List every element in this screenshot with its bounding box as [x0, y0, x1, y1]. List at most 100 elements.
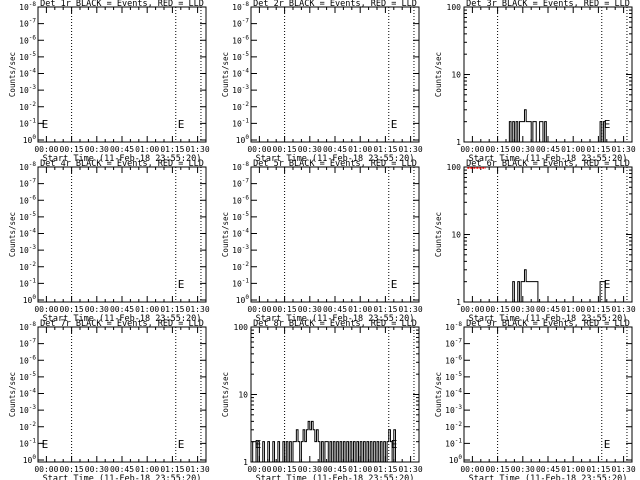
x-tick-label: 01:15 — [160, 305, 184, 314]
y-tick-label: 10-5 — [19, 371, 36, 382]
y-tick-label: 100 — [23, 134, 37, 145]
x-tick-label: 00:15 — [486, 145, 510, 154]
y-tick-label: 10-5 — [232, 51, 249, 62]
y-tick-label: 10-3 — [19, 244, 36, 255]
panel-title: Det 8r BLACK = Events, RED = LLD — [253, 319, 417, 329]
y-tick-label: 10-1 — [19, 437, 36, 448]
y-tick-label: 10-4 — [19, 388, 36, 399]
y-tick-label: 10-4 — [232, 228, 249, 239]
y-tick-label: 10-2 — [232, 101, 249, 112]
y-tick-label: 10-3 — [445, 404, 462, 415]
event-marker-label: E — [604, 438, 611, 451]
event-marker-label: E — [391, 118, 398, 131]
x-tick-label: 00:45 — [536, 305, 560, 314]
y-tick-label: 10-7 — [19, 18, 36, 29]
x-tick-label: 01:15 — [586, 465, 610, 474]
y-tick-label: 10-8 — [445, 321, 462, 332]
y-tick-label: 10-7 — [232, 18, 249, 29]
x-axis-label: Start Time (11-Feb-18 23:55:20) — [469, 154, 628, 164]
y-tick-label: 10-8 — [19, 321, 36, 332]
x-tick-label: 00:15 — [60, 305, 84, 314]
x-tick-label: 00:30 — [298, 465, 322, 474]
x-tick-label: 00:00 — [34, 305, 58, 314]
y-tick-label: 10-6 — [232, 194, 249, 205]
panel-title: Det 1r BLACK = Events, RED = LLD — [40, 0, 204, 9]
y-tick-label: 10-6 — [232, 34, 249, 45]
x-tick-label: 00:15 — [273, 145, 297, 154]
x-axis-label: Start Time (11-Feb-18 23:55:20) — [256, 154, 415, 164]
x-tick-label: 00:15 — [60, 145, 84, 154]
y-axis-label: Counts/sec — [8, 52, 17, 97]
x-tick-label: 00:00 — [460, 305, 484, 314]
y-tick-label: 10 — [451, 231, 461, 240]
y-tick-label: 10-3 — [19, 404, 36, 415]
y-tick-label: 10-7 — [19, 338, 36, 349]
y-tick-label: 10-7 — [445, 338, 462, 349]
x-tick-label: 01:15 — [586, 305, 610, 314]
x-tick-label: 01:15 — [373, 305, 397, 314]
y-tick-label: 10-1 — [232, 117, 249, 128]
x-axis-label: Start Time (11-Feb-18 23:55:20) — [256, 474, 415, 480]
event-marker-label: E — [178, 278, 185, 291]
x-tick-label: 00:00 — [247, 305, 271, 314]
panel-det-1: Det 1r BLACK = Events, RED = LLD 00:00 00:… — [8, 0, 210, 164]
y-axis-label: Counts/sec — [434, 52, 443, 97]
event-series-line — [472, 109, 632, 143]
panel-title: Det 7r BLACK = Events, RED = LLD — [40, 319, 204, 329]
y-tick-label: 10-6 — [19, 354, 36, 365]
x-axis-label: Start Time (11-Feb-18 23:55:20) — [256, 314, 415, 324]
x-tick-label: 01:00 — [135, 465, 159, 474]
x-tick-label: 01:30 — [399, 305, 423, 314]
y-tick-label: 10-7 — [232, 178, 249, 189]
y-tick-label: 10-5 — [19, 51, 36, 62]
y-axis-label: Counts/sec — [221, 212, 230, 257]
y-tick-label: 10-8 — [232, 161, 249, 172]
x-tick-label: 00:45 — [536, 145, 560, 154]
y-tick-label: 10-6 — [445, 354, 462, 365]
y-tick-label: 10-1 — [19, 277, 36, 288]
x-tick-label: 00:45 — [323, 305, 347, 314]
y-tick-label: 1 — [243, 458, 248, 467]
x-tick-label: 00:00 — [34, 145, 58, 154]
y-tick-label: 10-2 — [445, 421, 462, 432]
y-tick-label: 10-1 — [19, 117, 36, 128]
x-tick-label: 00:45 — [323, 145, 347, 154]
y-axis-label: Counts/sec — [8, 212, 17, 257]
panel-title: Det 5r BLACK = Events, RED = LLD — [253, 159, 417, 169]
x-tick-label: 00:15 — [273, 465, 297, 474]
y-tick-label: 10-5 — [445, 371, 462, 382]
x-tick-label: 01:00 — [135, 305, 159, 314]
y-tick-label: 100 — [449, 454, 463, 465]
event-marker-label: E — [604, 278, 611, 291]
y-tick-label: 100 — [234, 323, 249, 332]
x-tick-label: 01:00 — [561, 145, 585, 154]
y-tick-label: 10-3 — [232, 244, 249, 255]
x-tick-label: 00:15 — [273, 305, 297, 314]
y-tick-label: 10 — [238, 391, 248, 400]
y-tick-label: 10-1 — [445, 437, 462, 448]
event-marker-label: E — [42, 438, 49, 451]
x-tick-label: 01:30 — [399, 465, 423, 474]
x-tick-label: 00:30 — [511, 465, 535, 474]
y-axis-label: Counts/sec — [434, 212, 443, 257]
x-tick-label: 00:15 — [486, 465, 510, 474]
y-tick-label: 10-5 — [232, 211, 249, 222]
x-tick-label: 01:30 — [186, 305, 210, 314]
y-tick-label: 10-2 — [19, 101, 36, 112]
event-marker-label: E — [604, 118, 611, 131]
x-tick-label: 00:00 — [460, 145, 484, 154]
x-axis-label: Start Time (11-Feb-18 23:55:20) — [469, 474, 628, 480]
y-axis-label: Counts/sec — [8, 372, 17, 417]
y-tick-label: 10-5 — [19, 211, 36, 222]
y-tick-label: 10-4 — [232, 68, 249, 79]
x-tick-label: 01:00 — [348, 465, 372, 474]
x-tick-label: 01:15 — [160, 465, 184, 474]
y-tick-label: 100 — [447, 163, 462, 172]
panel-title: Det 4r BLACK = Events, RED = LLD — [40, 159, 204, 169]
panel-det-4: Det 4r BLACK = Events, RED = LLD 00:00 00:… — [8, 159, 210, 324]
